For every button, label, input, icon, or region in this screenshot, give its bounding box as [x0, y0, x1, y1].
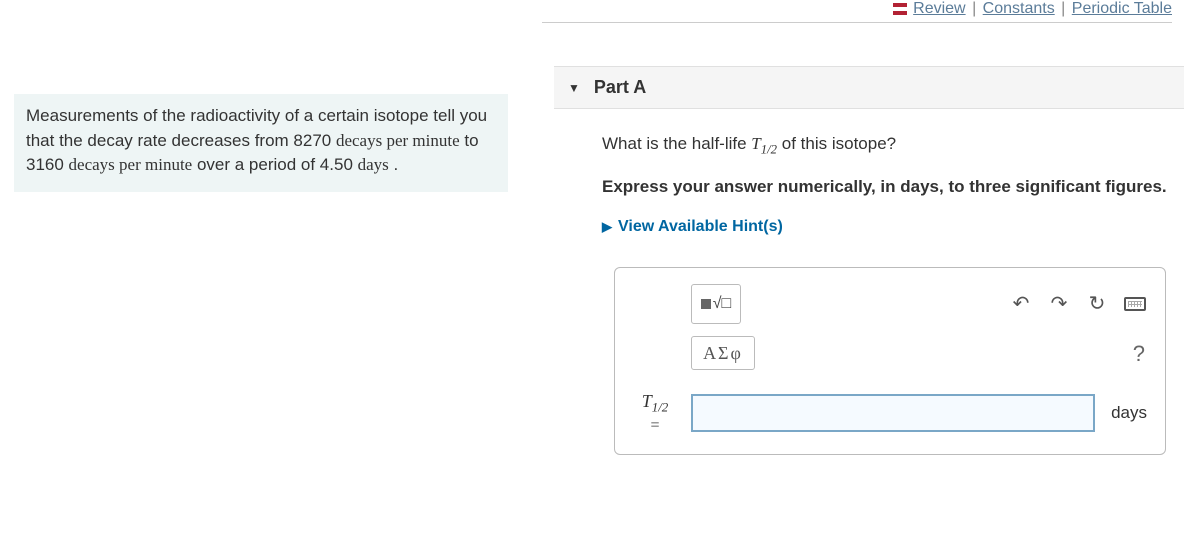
redo-button[interactable]: ↷: [1045, 290, 1073, 318]
keyboard-icon: [1124, 297, 1146, 311]
answer-input[interactable]: [691, 394, 1095, 432]
flag-icon: [893, 3, 907, 15]
review-link[interactable]: Review: [913, 0, 965, 17]
problem-statement: Measurements of the radioactivity of a c…: [14, 94, 508, 192]
keyboard-button[interactable]: [1121, 290, 1149, 318]
answer-instruction: Express your answer numerically, in days…: [602, 174, 1174, 200]
variable-label: T1/2 =: [631, 392, 679, 434]
question-body: What is the half-life T1/2 of this isoto…: [554, 109, 1184, 465]
undo-button[interactable]: ↶: [1007, 290, 1035, 318]
answer-input-row: T1/2 = days: [631, 392, 1149, 434]
help-button[interactable]: ?: [1133, 337, 1149, 370]
greek-symbols-button[interactable]: ΑΣφ: [691, 336, 755, 370]
problem-serif: days: [358, 155, 389, 174]
top-nav-links: Review | Constants | Periodic Table: [542, 0, 1172, 23]
hints-label: View Available Hint(s): [618, 215, 783, 239]
problem-text: .: [389, 155, 398, 174]
question-pre: What is the half-life: [602, 134, 751, 153]
separator: |: [972, 0, 976, 17]
toolbar-row-1: √□ ↶ ↷ ↻: [691, 284, 1149, 324]
reset-button[interactable]: ↻: [1083, 290, 1111, 318]
toolbar-row-2: ΑΣφ ?: [691, 336, 1149, 370]
problem-serif: decays per minute: [69, 155, 193, 174]
part-label: Part A: [594, 77, 646, 98]
var-T: T: [751, 134, 760, 153]
unit-label: days: [1107, 400, 1149, 426]
question-text: What is the half-life T1/2 of this isoto…: [602, 131, 1174, 160]
problem-serif: decays per minute: [336, 131, 460, 150]
periodic-table-link[interactable]: Periodic Table: [1072, 0, 1172, 17]
collapse-icon: ▼: [568, 81, 580, 95]
half-life-symbol: T1/2: [751, 134, 777, 153]
separator: |: [1061, 0, 1065, 17]
equals-sign: =: [631, 417, 679, 435]
part-header[interactable]: ▼ Part A: [554, 66, 1184, 109]
var-sub: 1/2: [652, 400, 669, 415]
var-T: T: [642, 391, 652, 411]
radical-icon: √□: [713, 292, 731, 316]
answer-box: √□ ↶ ↷ ↻ ΑΣφ ? T1/2 =: [614, 267, 1166, 455]
square-icon: [701, 299, 711, 309]
question-post: of this isotope?: [777, 134, 896, 153]
var-sub: 1/2: [761, 142, 777, 156]
view-hints-button[interactable]: ▶ View Available Hint(s): [602, 215, 1174, 239]
templates-button[interactable]: √□: [691, 284, 741, 324]
problem-text: over a period of 4.50: [192, 155, 357, 174]
question-panel: ▼ Part A What is the half-life T1/2 of t…: [554, 66, 1184, 465]
constants-link[interactable]: Constants: [983, 0, 1055, 17]
expand-icon: ▶: [602, 217, 612, 237]
